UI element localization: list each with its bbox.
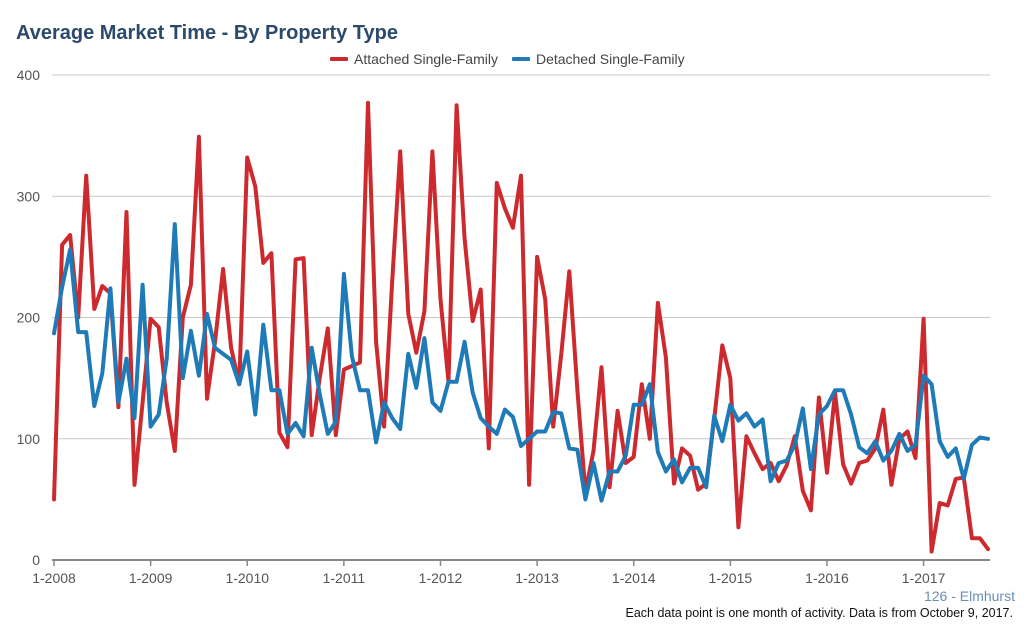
- series-line-attached[interactable]: [52, 100, 990, 554]
- y-tick-label: 300: [17, 188, 41, 204]
- x-tick-label: 1-2011: [323, 570, 366, 586]
- legend-item-detached[interactable]: Detached Single-Family: [511, 51, 685, 67]
- y-tick-label: 400: [17, 67, 41, 83]
- x-tick-label: 1-2010: [225, 570, 269, 586]
- x-tick-label: 1-2016: [805, 570, 849, 586]
- legend-item-attached[interactable]: Attached Single-Family: [330, 51, 498, 67]
- x-tick-label: 1-2013: [515, 570, 559, 586]
- x-tick-label: 1-2008: [32, 570, 76, 586]
- legend-swatch-detached: [511, 57, 530, 61]
- x-tick-label: 1-2012: [419, 570, 463, 586]
- legend-swatch-attached: [330, 57, 348, 61]
- x-tick-label: 1-2014: [612, 570, 656, 586]
- footer-note: Each data point is one month of activity…: [625, 606, 1013, 620]
- y-tick-label: 100: [17, 431, 41, 447]
- chart-title: Average Market Time - By Property Type: [16, 22, 398, 44]
- legend-label-attached: Attached Single-Family: [354, 51, 498, 67]
- legend: Attached Single-Family Detached Single-F…: [330, 50, 699, 68]
- x-tick-label: 1-2017: [902, 570, 946, 586]
- y-tick-label: 0: [32, 552, 40, 568]
- y-tick-label: 200: [17, 310, 41, 326]
- x-tick-label: 1-2015: [709, 570, 753, 586]
- footer-location: 126 - Elmhurst: [923, 588, 1015, 604]
- x-tick-label: 1-2009: [129, 570, 173, 586]
- legend-label-detached: Detached Single-Family: [535, 51, 685, 67]
- series-line-detached[interactable]: [52, 222, 990, 503]
